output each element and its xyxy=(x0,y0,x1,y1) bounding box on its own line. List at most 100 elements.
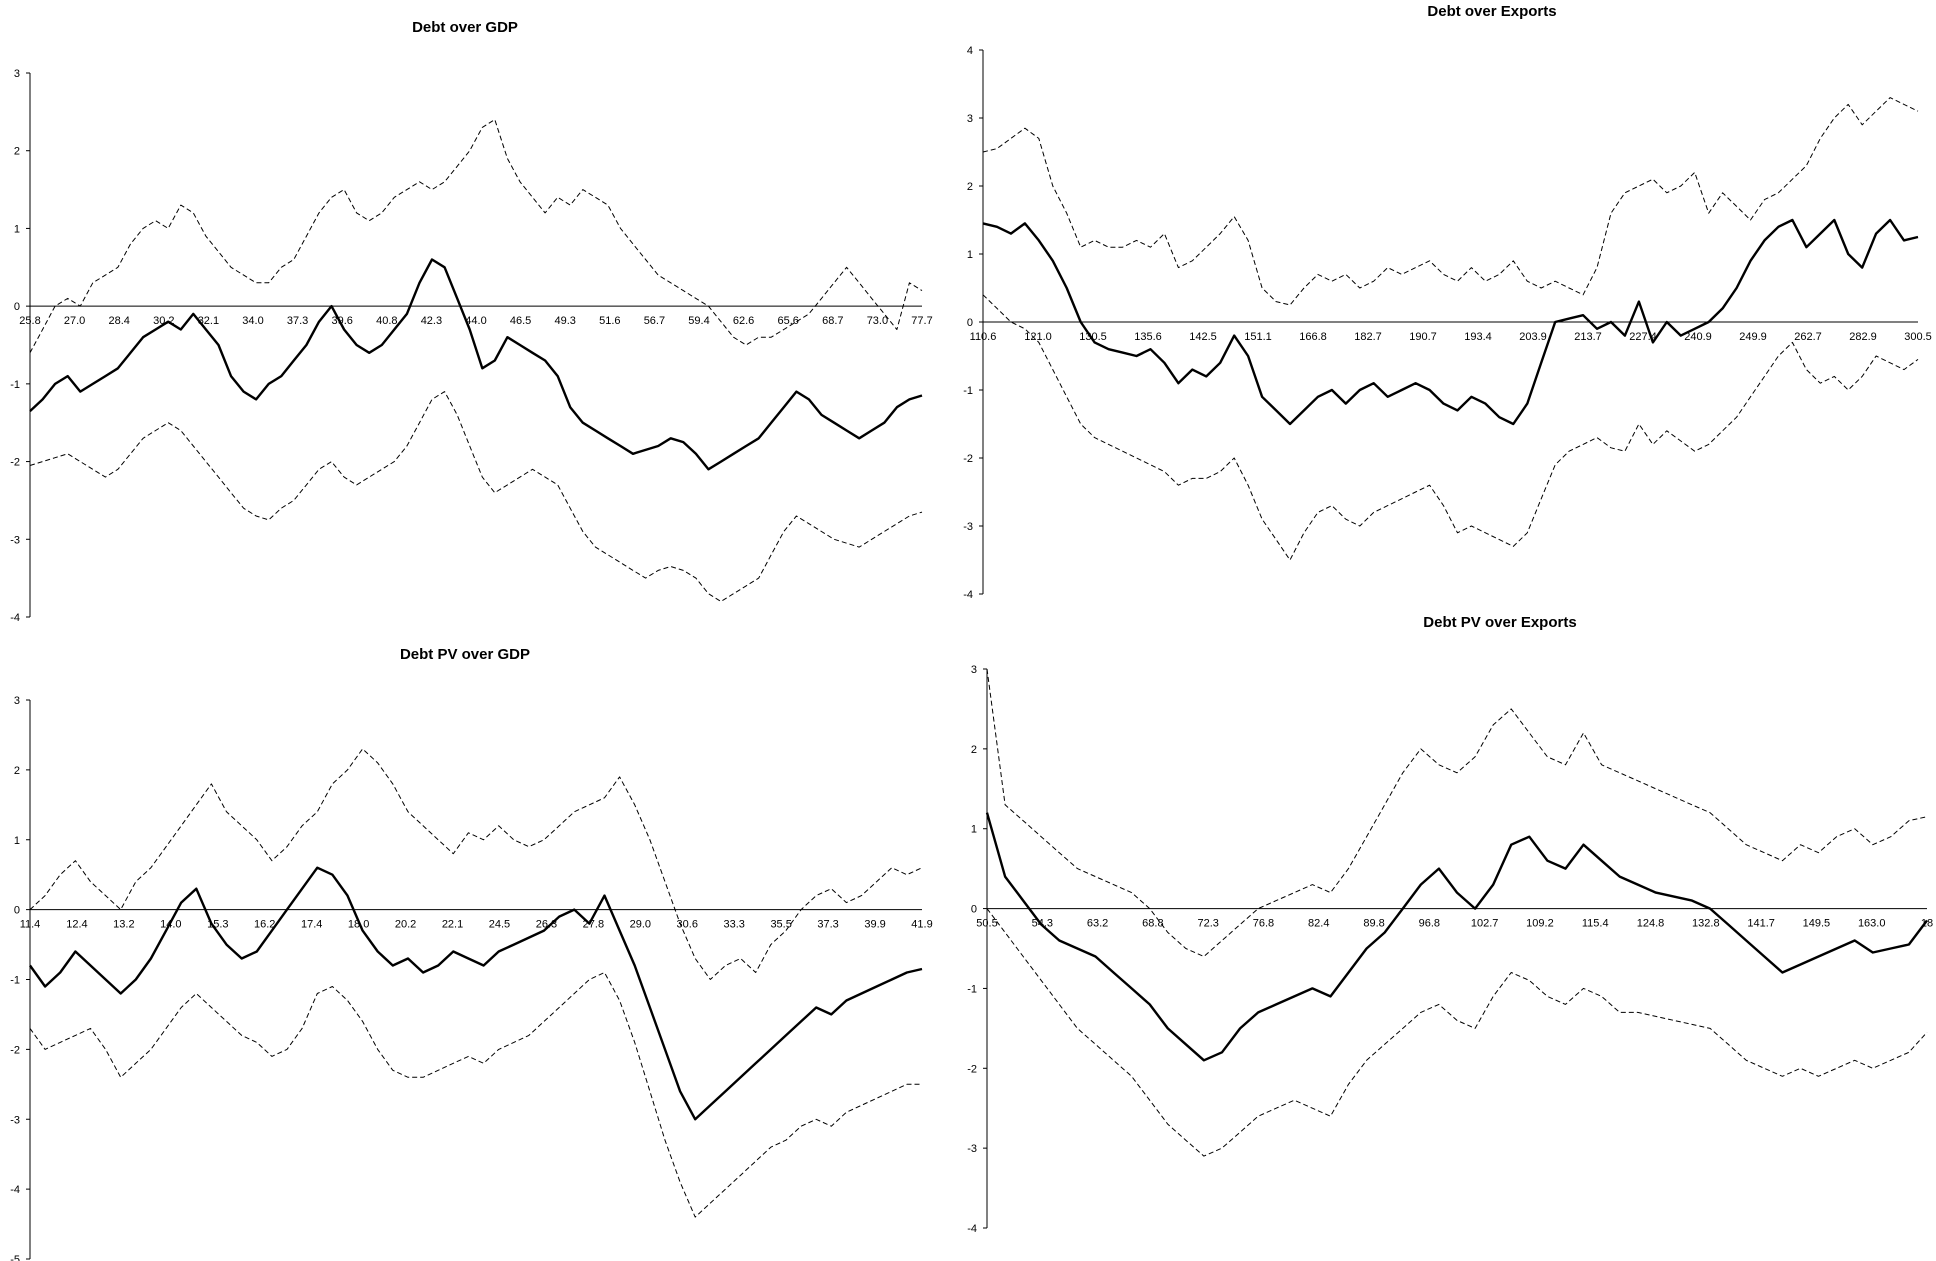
chart-panel-2: Debt over Exports -4 -3 -2 -1 0 1 2 3 4 110.6 121.0… xyxy=(963,3,1932,601)
y-tick-label: 1 xyxy=(14,223,20,235)
x-tick-label: 121.0 xyxy=(1024,331,1052,343)
y-tick-label: -2 xyxy=(10,1044,20,1056)
x-tick-label: 68.8 xyxy=(1142,918,1163,930)
x-tick-label: 240.9 xyxy=(1684,331,1712,343)
chart-panel-1: Debt over GDP -4 -3 -2 -1 0 1 2 3 25.8 27.0 28.4 30.… xyxy=(10,19,932,624)
y-tick-label: -5 xyxy=(10,1254,20,1261)
x-tick-label: 213.7 xyxy=(1574,331,1602,343)
x-tick-label: 34.0 xyxy=(242,315,263,327)
x-tick-label: 110.6 xyxy=(970,331,997,343)
x-tick-label: 130.5 xyxy=(1079,331,1107,343)
series-line-lower-band xyxy=(986,908,1928,1157)
y-tick-label: 1 xyxy=(14,835,20,847)
x-tick-label: 102.7 xyxy=(1471,918,1499,930)
x-tick-label: 109.2 xyxy=(1526,918,1554,930)
x-tick-label: 149.5 xyxy=(1803,918,1831,930)
series-line-lower-band xyxy=(29,972,922,1218)
x-tick-label: 17.4 xyxy=(301,919,322,931)
y-tick-label: -3 xyxy=(967,1143,977,1155)
x-tick-label: 49.3 xyxy=(554,315,575,327)
y-tick-label: 2 xyxy=(967,181,973,193)
series-line-upper-band xyxy=(29,748,923,980)
x-tick-label: 18 xyxy=(1921,918,1933,930)
x-tick-label: 300.5 xyxy=(1904,331,1932,343)
x-tick-label: 166.8 xyxy=(1299,331,1327,343)
x-tick-label: 62.6 xyxy=(733,315,754,327)
x-tick-label: 37.3 xyxy=(287,315,308,327)
series-line-lower-band xyxy=(29,391,923,602)
y-tick-label: 1 xyxy=(971,824,977,836)
x-tick-label: 124.8 xyxy=(1637,918,1665,930)
x-tick-label: 82.4 xyxy=(1308,918,1329,930)
x-tick-label: 37.3 xyxy=(817,919,838,931)
x-tick-label: 25.8 xyxy=(19,315,40,327)
y-tick-label: -1 xyxy=(10,379,20,391)
series-line-upper-band xyxy=(982,97,1919,306)
x-tick-label: 14.0 xyxy=(160,919,181,931)
x-tick-label: 44.0 xyxy=(465,315,486,327)
x-tick-label: 32.1 xyxy=(198,315,219,327)
y-tick-label: -3 xyxy=(10,534,20,546)
x-tick-label: 39.9 xyxy=(864,919,885,931)
y-tick-label: 0 xyxy=(967,317,973,329)
x-tick-label: 42.3 xyxy=(421,315,442,327)
chart-title: Debt PV over GDP xyxy=(400,646,530,663)
y-tick-label: -4 xyxy=(963,589,973,601)
x-tick-label: 24.5 xyxy=(489,919,510,931)
x-tick-label: 13.2 xyxy=(113,919,134,931)
y-tick-label: 3 xyxy=(971,664,977,676)
x-tick-label: 96.8 xyxy=(1419,918,1440,930)
series-line-estimate xyxy=(29,866,923,1121)
x-tick-label: 15.3 xyxy=(207,919,228,931)
x-tick-label: 132.8 xyxy=(1692,918,1720,930)
chart-panel-4: Debt PV over Exports -4 -3 -2 -1 0 1 2 3 50.5 54.3… xyxy=(967,614,1933,1235)
x-tick-label: 22.1 xyxy=(442,919,463,931)
x-tick-label: 51.6 xyxy=(599,315,620,327)
series-line-upper-band xyxy=(986,668,1928,957)
y-tick-label: 3 xyxy=(14,695,20,707)
x-tick-label: 30.6 xyxy=(677,919,698,931)
y-tick-label: 0 xyxy=(14,301,20,313)
x-tick-label: 193.4 xyxy=(1464,331,1492,343)
series-line-upper-band xyxy=(29,119,923,354)
y-tick-label: -3 xyxy=(963,521,973,533)
x-tick-label: 26.3 xyxy=(536,919,557,931)
x-tick-label: 89.8 xyxy=(1363,918,1384,930)
x-tick-label: 249.9 xyxy=(1739,331,1767,343)
chart-title: Debt PV over Exports xyxy=(1423,614,1576,631)
y-tick-label: 3 xyxy=(967,113,973,125)
y-tick-label: -4 xyxy=(10,612,20,624)
x-tick-label: 11.4 xyxy=(20,919,41,931)
y-tick-label: -2 xyxy=(10,457,20,469)
x-tick-label: 12.4 xyxy=(66,919,87,931)
x-tick-label: 16.2 xyxy=(254,919,275,931)
x-tick-label: 56.7 xyxy=(644,315,665,327)
y-tick-label: -4 xyxy=(967,1223,977,1235)
x-tick-label: 115.4 xyxy=(1582,918,1609,930)
x-tick-label: 68.7 xyxy=(822,315,843,327)
y-tick-label: 2 xyxy=(14,765,20,777)
y-tick-label: 1 xyxy=(967,249,973,261)
x-tick-label: 142.5 xyxy=(1189,331,1217,343)
x-tick-label: 46.5 xyxy=(510,315,531,327)
y-tick-label: -1 xyxy=(967,983,977,995)
x-tick-label: 76.8 xyxy=(1253,918,1274,930)
series-line-estimate xyxy=(29,258,923,471)
y-tick-label: -1 xyxy=(963,385,973,397)
x-tick-label: 72.3 xyxy=(1197,918,1218,930)
x-tick-label: 151.1 xyxy=(1244,331,1272,343)
chart-title: Debt over GDP xyxy=(412,19,518,36)
y-tick-label: 4 xyxy=(967,45,973,57)
x-tick-label: 163.0 xyxy=(1858,918,1886,930)
x-tick-label: 29.0 xyxy=(630,919,651,931)
chart-title: Debt over Exports xyxy=(1427,3,1556,20)
x-tick-label: 35.5 xyxy=(770,919,791,931)
series-line-estimate xyxy=(982,218,1919,426)
x-tick-label: 141.7 xyxy=(1747,918,1775,930)
y-tick-label: -4 xyxy=(10,1184,20,1196)
chart-panel-3: Debt PV over GDP -5 -4 -3 -2 -1 0 1 2 3 11.4 12.4 13… xyxy=(10,646,932,1261)
x-tick-label: 190.7 xyxy=(1409,331,1437,343)
x-tick-label: 50.5 xyxy=(976,918,997,930)
y-tick-label: 0 xyxy=(971,904,977,916)
series-line-estimate xyxy=(985,812,1928,1062)
